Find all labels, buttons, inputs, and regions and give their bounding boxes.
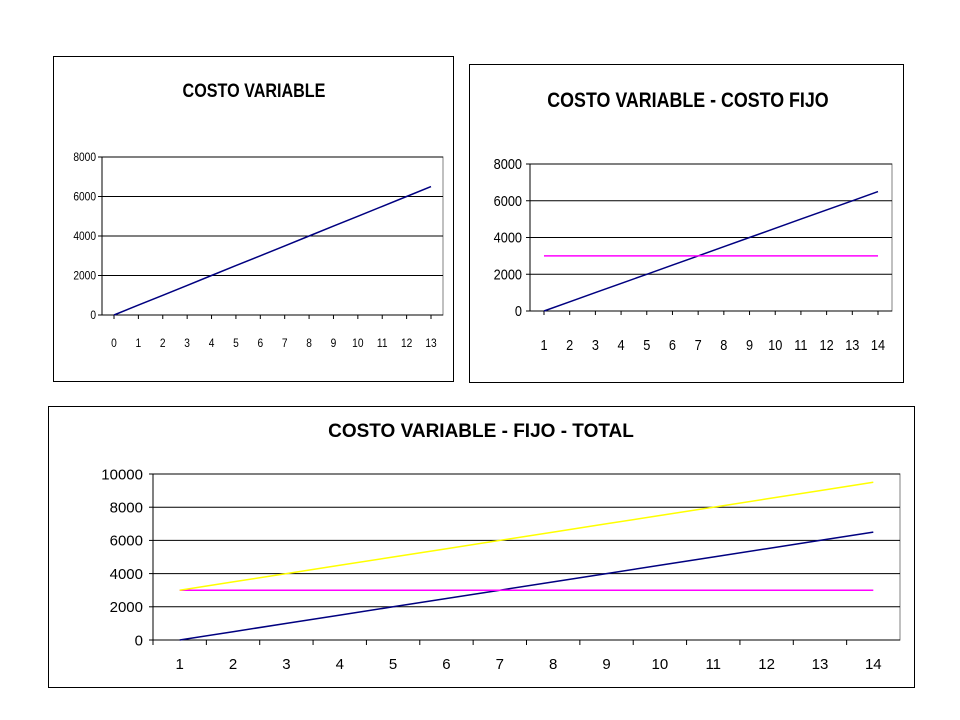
chart-costo-variable-fijo-total-svg: COSTO VARIABLE - FIJO - TOTAL 0 2000 4000 60… — [101, 421, 901, 673]
x-tick-label: 4 — [618, 336, 625, 353]
x-tick-label: 11 — [377, 337, 388, 350]
plot-area — [152, 473, 901, 641]
y-tick-label: 6000 — [73, 191, 96, 204]
x-tick-label: 6 — [442, 656, 450, 673]
y-tick-label: 2000 — [110, 599, 143, 616]
x-tick-label: 3 — [282, 656, 290, 673]
x-tick-label: 1 — [176, 656, 184, 673]
x-tick-label: 7 — [496, 656, 504, 673]
y-tick-label: 8000 — [494, 155, 523, 172]
x-tick-label: 13 — [812, 656, 829, 673]
chart-title: COSTO VARIABLE - COSTO FIJO — [547, 89, 828, 113]
y-tick-label: 4000 — [494, 229, 523, 246]
x-tick-label: 10 — [652, 656, 669, 673]
y-tick-label: 6000 — [110, 533, 143, 550]
chart-costo-variable: COSTO VARIABLE 0 2000 4000 6000 8000 0 1 2 3 4 5 6 7 8… — [53, 56, 454, 382]
x-tick-label: 5 — [233, 337, 239, 350]
x-tick-label: 10 — [768, 336, 782, 353]
x-tick-label: 1 — [136, 337, 142, 350]
series-line-3 — [179, 481, 874, 591]
y-tick-label: 4000 — [110, 566, 143, 583]
x-tick-label: 5 — [389, 656, 397, 673]
x-tick-label: 4 — [336, 656, 344, 673]
chart-title: COSTO VARIABLE — [183, 80, 326, 102]
x-tick-label: 11 — [705, 656, 721, 673]
x-tick-label: 2 — [229, 656, 237, 673]
y-tick-label: 10000 — [101, 466, 143, 483]
x-tick-label: 14 — [871, 336, 885, 353]
x-tick-label: 14 — [865, 656, 882, 673]
x-tick-label: 9 — [746, 336, 753, 353]
x-tick-label: 6 — [257, 337, 263, 350]
x-tick-label: 0 — [111, 337, 117, 350]
x-tick-label: 2 — [160, 337, 166, 350]
x-tick-label: 5 — [643, 336, 650, 353]
y-tick-label: 2000 — [73, 270, 96, 283]
y-tick-label: 0 — [515, 302, 522, 319]
series-line-1 — [113, 185, 432, 316]
x-tick-label: 8 — [549, 656, 557, 673]
chart-costo-variable-fijo-total: COSTO VARIABLE - FIJO - TOTAL 0 2000 4000 60… — [48, 406, 915, 688]
chart-costo-variable-costo-fijo: COSTO VARIABLE - COSTO FIJO 0 2000 4000 6000… — [469, 64, 904, 383]
x-tick-label: 2 — [566, 336, 573, 353]
x-tick-label: 12 — [401, 337, 412, 350]
x-tick-label: 12 — [758, 656, 775, 673]
chart-costo-variable-costo-fijo-svg: COSTO VARIABLE - COSTO FIJO 0 2000 4000 6000… — [494, 89, 893, 353]
y-tick-label: 0 — [90, 310, 96, 323]
x-tick-label: 3 — [184, 337, 190, 350]
x-tick-label: 3 — [592, 336, 599, 353]
y-tick-label: 0 — [135, 632, 143, 649]
x-tick-label: 10 — [352, 337, 363, 350]
x-tick-label: 13 — [425, 337, 436, 350]
x-tick-label: 7 — [695, 336, 702, 353]
y-tick-label: 4000 — [73, 231, 96, 244]
x-tick-label: 1 — [540, 336, 547, 353]
x-tick-label: 13 — [845, 336, 859, 353]
x-tick-label: 9 — [331, 337, 337, 350]
series-line-1 — [543, 190, 879, 312]
x-tick-label: 7 — [282, 337, 288, 350]
x-tick-label: 8 — [306, 337, 312, 350]
x-tick-label: 6 — [669, 336, 676, 353]
y-tick-label: 8000 — [73, 152, 96, 165]
y-tick-label: 8000 — [110, 499, 143, 516]
x-tick-label: 9 — [602, 656, 610, 673]
x-tick-label: 12 — [820, 336, 834, 353]
series-line-1 — [179, 531, 874, 641]
x-tick-label: 11 — [794, 336, 807, 353]
x-tick-label: 4 — [209, 337, 215, 350]
y-tick-label: 2000 — [494, 265, 523, 282]
chart-title: COSTO VARIABLE - FIJO - TOTAL — [328, 421, 634, 442]
x-tick-label: 8 — [720, 336, 727, 353]
y-tick-label: 6000 — [494, 192, 523, 209]
